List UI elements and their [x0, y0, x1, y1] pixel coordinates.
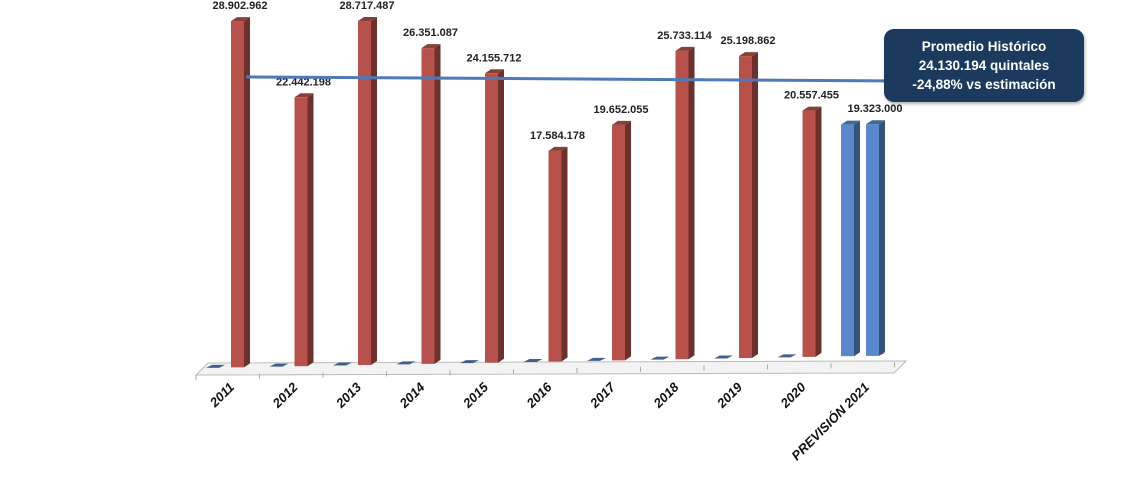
data-label: 28.717.487 — [339, 0, 394, 12]
data-label: 25.198.862 — [720, 35, 775, 47]
historical-bar-top — [548, 146, 568, 151]
historical-bar-top — [612, 120, 631, 125]
category-label: 2012 — [269, 379, 301, 411]
data-label: 19.323.000 — [847, 103, 902, 115]
historical-bar — [675, 50, 689, 360]
category-label: 2013 — [332, 379, 364, 411]
category-label: 2020 — [777, 379, 809, 411]
data-label: 22.442.198 — [276, 76, 331, 88]
category-label: 2015 — [459, 379, 491, 411]
forecast-bar — [866, 124, 879, 356]
historical-bar-top — [358, 16, 377, 21]
historical-bar-side — [371, 16, 377, 366]
historical-bar — [548, 150, 562, 362]
historical-bar-top — [675, 46, 695, 51]
historical-bar-side — [244, 17, 250, 368]
historical-bar-side — [625, 120, 631, 361]
forecast-bar-stub — [206, 364, 225, 368]
historical-bar-side — [752, 52, 758, 359]
data-label: 28.902.962 — [212, 0, 267, 12]
historical-bar-top — [421, 44, 441, 49]
historical-bar — [358, 20, 371, 366]
category-label: 2014 — [396, 379, 428, 411]
forecast-bar-top — [841, 120, 860, 125]
data-label: 19.652.055 — [593, 104, 648, 116]
historical-bar — [231, 21, 244, 368]
forecast-bar-stub — [333, 362, 352, 366]
historical-bar — [612, 124, 625, 361]
historical-bar-side — [688, 46, 695, 360]
historical-bar-top — [739, 52, 758, 57]
average-callout: Promedio Histórico 24.130.194 quintales … — [884, 29, 1084, 102]
historical-bar-top — [802, 106, 822, 111]
average-line — [245, 75, 885, 83]
data-label: 20.557.455 — [784, 90, 839, 102]
category-label: 2017 — [586, 379, 618, 411]
data-label: 25.733.114 — [657, 30, 712, 42]
callout-average: 24.130.194 quintales — [918, 58, 1050, 73]
historical-bar-side — [434, 44, 441, 364]
callout-title: Promedio Histórico — [921, 39, 1047, 54]
forecast-bar-stub — [587, 357, 606, 361]
historical-bar-side — [561, 146, 568, 362]
forecast-bar — [841, 124, 854, 357]
forecast-bar-stub — [777, 354, 797, 358]
forecast-bar-side — [879, 120, 885, 356]
historical-bar — [485, 73, 498, 363]
forecast-bar-stub — [396, 361, 416, 365]
category-label: 2019 — [713, 379, 745, 411]
forecast-bar-side — [854, 120, 860, 357]
data-label: 24.155.712 — [466, 52, 521, 64]
historical-bar — [739, 56, 752, 359]
category-label: 2016 — [523, 379, 555, 411]
forecast-bar-top — [866, 120, 885, 125]
historical-bar — [421, 48, 435, 364]
historical-bar — [802, 110, 816, 357]
callout-variation: -24,88% vs estimación — [912, 77, 1056, 92]
category-label: 2018 — [650, 379, 682, 411]
historical-bar-top — [294, 93, 314, 98]
forecast-bar-stub — [650, 356, 670, 360]
chart-floor — [194, 360, 908, 376]
forecast-bar-stub — [523, 359, 543, 363]
category-label: 2011 — [206, 380, 237, 411]
historical-bar-side — [307, 93, 314, 367]
historical-bar-side — [815, 106, 822, 357]
forecast-bar-stub — [269, 363, 289, 367]
data-label: 17.584.178 — [530, 130, 585, 142]
historical-bar-side — [498, 69, 504, 363]
historical-bar-top — [231, 17, 250, 22]
historical-bar — [294, 97, 308, 367]
historical-bar-top — [485, 69, 504, 74]
forecast-bar-stub — [714, 355, 733, 359]
forecast-bar-stub — [460, 360, 479, 364]
data-label: 26.351.087 — [403, 27, 458, 39]
